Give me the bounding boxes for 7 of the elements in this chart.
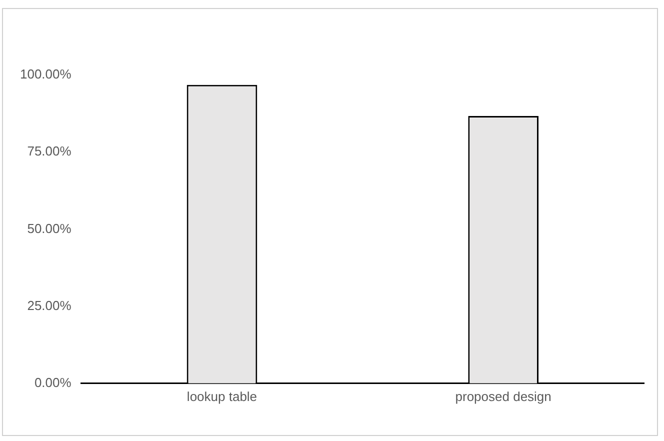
y-tick-label: 0.00%	[34, 374, 72, 390]
x-tick-label: lookup table	[186, 388, 258, 404]
x-tick-label: proposed design	[455, 388, 552, 404]
y-tick-label: 100.00%	[20, 66, 72, 82]
y-tick-label: 50.00%	[27, 220, 72, 236]
y-tick-label: 25.00%	[27, 298, 72, 313]
y-tick-label: 75.00%	[27, 144, 72, 159]
